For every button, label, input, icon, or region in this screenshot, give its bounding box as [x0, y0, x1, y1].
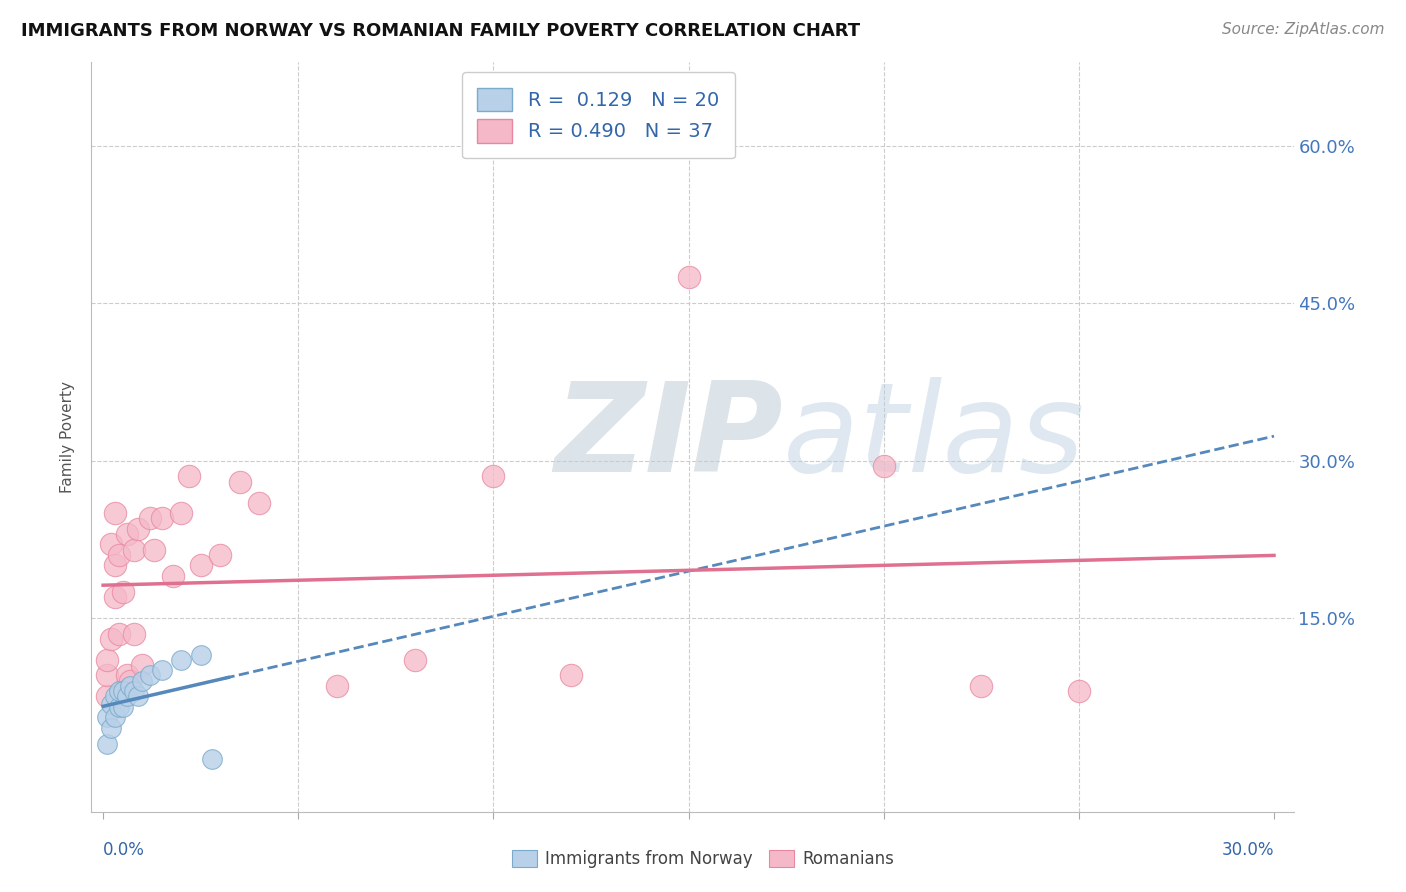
Point [970, 679, 993, 693]
Point [404, 653, 426, 667]
Point [209, 548, 232, 562]
Point [104, 558, 127, 573]
Point [111, 584, 134, 599]
Point [678, 270, 700, 285]
Point [170, 653, 193, 667]
Point [131, 658, 153, 673]
Point [100, 632, 122, 646]
Point [115, 690, 138, 704]
Point [326, 679, 349, 693]
Point [127, 522, 149, 536]
Point [96, 737, 118, 751]
Point [560, 668, 582, 682]
Point [111, 700, 134, 714]
Point [177, 469, 200, 483]
Point [124, 626, 146, 640]
Point [201, 752, 224, 766]
Text: atlas: atlas [783, 376, 1085, 498]
Text: 30.0%: 30.0% [1222, 841, 1274, 859]
Text: Source: ZipAtlas.com: Source: ZipAtlas.com [1222, 22, 1385, 37]
Point [107, 626, 129, 640]
Text: 0.0%: 0.0% [103, 841, 145, 859]
Point [170, 506, 193, 520]
Point [96, 690, 118, 704]
Point [107, 700, 129, 714]
Point [107, 684, 129, 698]
Point [124, 542, 146, 557]
Point [107, 548, 129, 562]
Y-axis label: Family Poverty: Family Poverty [60, 381, 76, 493]
Point [96, 710, 118, 724]
Point [190, 648, 212, 662]
Point [873, 458, 896, 473]
Point [139, 511, 162, 525]
Point [96, 668, 118, 682]
Point [104, 590, 127, 604]
Point [115, 527, 138, 541]
Point [111, 684, 134, 698]
Point [100, 721, 122, 735]
Point [1067, 684, 1090, 698]
Point [482, 469, 505, 483]
Point [190, 558, 212, 573]
Point [115, 668, 138, 682]
Point [100, 697, 122, 711]
Point [228, 475, 250, 489]
Point [96, 653, 118, 667]
Point [139, 668, 162, 682]
Legend: R =  0.129   N = 20, R = 0.490   N = 37: R = 0.129 N = 20, R = 0.490 N = 37 [461, 72, 735, 159]
Point [120, 679, 142, 693]
Point [247, 495, 270, 509]
Point [100, 537, 122, 551]
Point [104, 710, 127, 724]
Text: IMMIGRANTS FROM NORWAY VS ROMANIAN FAMILY POVERTY CORRELATION CHART: IMMIGRANTS FROM NORWAY VS ROMANIAN FAMIL… [21, 22, 860, 40]
Point [120, 673, 142, 688]
Legend: Immigrants from Norway, Romanians: Immigrants from Norway, Romanians [505, 843, 901, 875]
Point [150, 663, 173, 677]
Point [150, 511, 173, 525]
Point [127, 690, 149, 704]
Point [104, 506, 127, 520]
Point [104, 690, 127, 704]
Point [131, 673, 153, 688]
Text: ZIP: ZIP [554, 376, 783, 498]
Point [111, 684, 134, 698]
Point [142, 542, 165, 557]
Point [162, 569, 184, 583]
Point [124, 684, 146, 698]
